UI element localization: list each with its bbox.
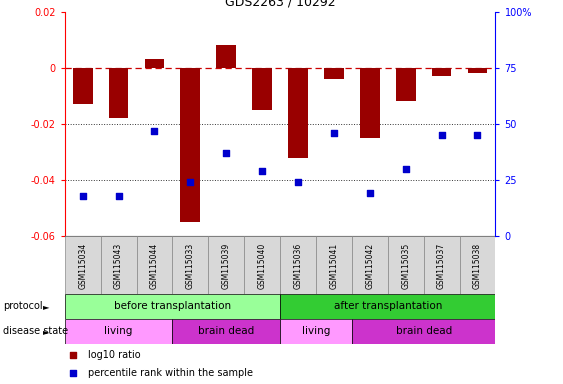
Point	[114, 193, 123, 199]
Text: living: living	[104, 326, 133, 336]
Text: protocol: protocol	[3, 301, 42, 311]
Bar	[360, 68, 379, 138]
Title: GDS2263 / 10292: GDS2263 / 10292	[225, 0, 336, 9]
Bar	[432, 68, 452, 76]
Point	[69, 369, 78, 376]
Bar	[396, 68, 415, 101]
Text: GSM115041: GSM115041	[329, 243, 338, 289]
Bar	[101, 236, 137, 294]
Bar	[65, 236, 101, 294]
Text: brain dead: brain dead	[396, 326, 452, 336]
Bar	[424, 236, 459, 294]
Bar	[208, 236, 244, 294]
Bar	[73, 68, 92, 104]
Text: GSM115040: GSM115040	[258, 243, 267, 289]
Bar	[252, 68, 272, 110]
Text: GSM115035: GSM115035	[401, 243, 410, 289]
Text: ►: ►	[43, 302, 50, 311]
Text: GSM115034: GSM115034	[78, 243, 87, 289]
Bar	[459, 236, 495, 294]
Bar	[109, 68, 128, 118]
Bar	[324, 68, 344, 79]
Text: living: living	[302, 326, 330, 336]
Bar	[65, 319, 172, 344]
Text: before transplantation: before transplantation	[114, 301, 231, 311]
Point	[293, 179, 302, 185]
Text: GSM115033: GSM115033	[186, 243, 195, 289]
Text: GSM115042: GSM115042	[365, 243, 374, 289]
Bar	[388, 236, 424, 294]
Text: GSM115038: GSM115038	[473, 243, 482, 289]
Bar	[468, 68, 488, 73]
Bar	[280, 294, 495, 319]
Point	[365, 190, 374, 197]
Text: GSM115037: GSM115037	[437, 243, 446, 289]
Text: GSM115036: GSM115036	[293, 243, 302, 289]
Point	[78, 193, 87, 199]
Point	[258, 168, 267, 174]
Bar	[172, 236, 208, 294]
Bar	[352, 319, 495, 344]
Text: GSM115043: GSM115043	[114, 243, 123, 289]
Text: disease state: disease state	[3, 326, 68, 336]
Bar	[316, 236, 352, 294]
Bar	[352, 236, 388, 294]
Point	[329, 130, 338, 136]
Text: after transplantation: after transplantation	[334, 301, 442, 311]
Bar	[280, 319, 352, 344]
Point	[150, 127, 159, 134]
Bar	[244, 236, 280, 294]
Text: percentile rank within the sample: percentile rank within the sample	[88, 367, 253, 377]
Point	[437, 132, 446, 138]
Bar	[172, 319, 280, 344]
Text: GSM115044: GSM115044	[150, 243, 159, 289]
Bar	[288, 68, 308, 157]
Bar	[216, 45, 236, 68]
Text: GSM115039: GSM115039	[222, 243, 231, 289]
Text: brain dead: brain dead	[198, 326, 254, 336]
Point	[222, 150, 231, 156]
Text: log10 ratio: log10 ratio	[88, 350, 141, 360]
Bar	[145, 59, 164, 68]
Point	[186, 179, 195, 185]
Text: ►: ►	[43, 327, 50, 336]
Bar	[181, 68, 200, 222]
Point	[69, 352, 78, 358]
Bar	[280, 236, 316, 294]
Point	[401, 166, 410, 172]
Point	[473, 132, 482, 138]
Bar	[137, 236, 172, 294]
Bar	[65, 294, 280, 319]
